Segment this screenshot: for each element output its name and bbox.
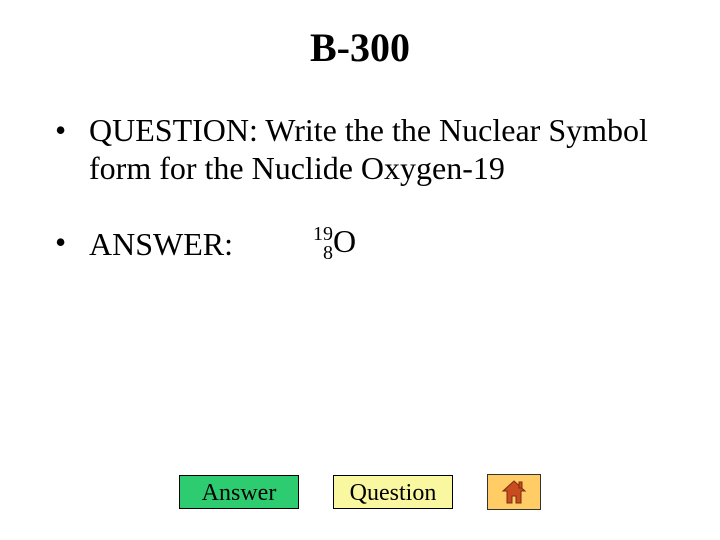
answer-line: ANSWER: 198O	[89, 223, 356, 265]
question-text: QUESTION: Write the the Nuclear Symbol f…	[89, 111, 665, 187]
bullet-icon: •	[55, 111, 89, 149]
home-button[interactable]	[487, 474, 541, 510]
slide: B-300 • QUESTION: Write the the Nuclear …	[0, 0, 720, 540]
answer-row: • ANSWER: 198O	[55, 223, 665, 265]
answer-label: ANSWER:	[89, 226, 233, 263]
question-row: • QUESTION: Write the the Nuclear Symbol…	[55, 111, 665, 187]
answer-element: O	[333, 223, 356, 259]
home-icon	[501, 479, 527, 505]
body-area: • QUESTION: Write the the Nuclear Symbol…	[0, 71, 720, 265]
slide-title: B-300	[0, 0, 720, 71]
answer-button[interactable]: Answer	[179, 475, 299, 509]
question-label: QUESTION:	[89, 112, 258, 148]
answer-value: 198O	[313, 223, 356, 265]
bullet-icon: •	[55, 223, 89, 261]
question-button[interactable]: Question	[333, 475, 453, 509]
footer: Answer Question	[0, 474, 720, 510]
answer-sub: 8	[323, 242, 333, 264]
